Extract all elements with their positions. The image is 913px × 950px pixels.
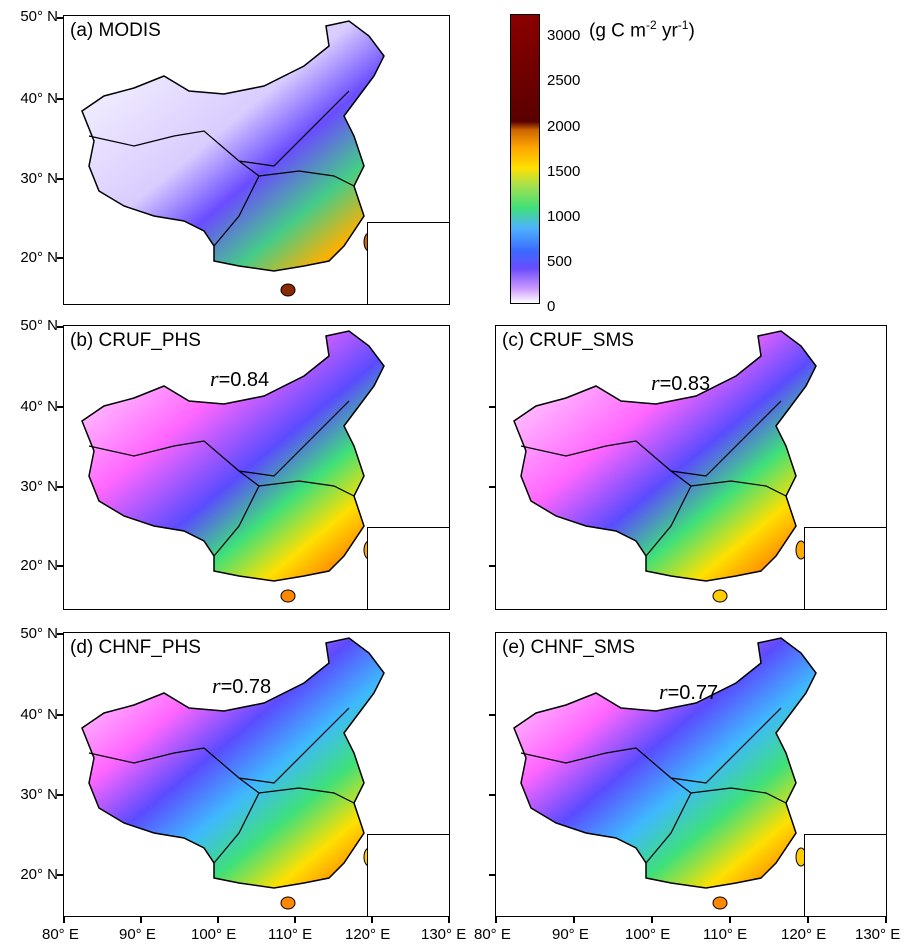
lat-label-30-d: 30° N [20,786,58,803]
colorbar-tick-1500: 1500 [547,163,581,180]
colorbar-tick-1000: 1000 [547,208,581,225]
china-outline-e [513,637,817,889]
colorbar-tick-3000: 3000 [547,27,581,44]
china-outline-b [81,330,385,582]
china-map-c [513,330,817,603]
lat-label-40-a: 40° N [20,90,58,107]
lat-label-20-b: 20° N [20,557,58,574]
lon-label-90-right: 90° E [552,926,589,943]
china-outline-c [513,330,817,582]
lat-label-50-b: 50° N [20,317,58,334]
china-map-e [513,637,817,910]
lat-label-20-a: 20° N [20,249,58,266]
colorbar-tick-500: 500 [547,253,573,270]
lat-label-30-a: 30° N [20,170,58,187]
lon-label-90-left: 90° E [119,926,156,943]
panel-label-d: (d) CHNF_PHS [70,637,201,658]
map-panel-e: (e) CHNF_SMS r=0.77 [495,632,887,917]
lon-label-100-left: 100° E [191,926,237,943]
correlation-b: r=0.84 [210,366,270,391]
lon-label-110-right: 110° E [703,926,748,943]
south-china-sea-inset-e [804,834,886,916]
lon-label-120-left: 120° E [345,926,391,943]
correlation-c: r=0.83 [651,370,711,395]
correlation-d: r=0.78 [212,673,272,698]
colorbar-tick-2500: 2500 [547,72,581,89]
lon-label-80-right: 80° E [474,926,511,943]
lat-label-50-a: 50° N [20,8,58,25]
map-panel-d: (d) CHNF_PHS r=0.78 [63,632,450,917]
correlation-e: r=0.77 [659,679,719,704]
map-panel-a: (a) MODIS [63,15,450,305]
south-china-sea-inset-d [367,834,449,916]
lon-label-100-right: 100° E [625,926,671,943]
south-china-sea-inset-b [367,527,449,609]
panel-label-e: (e) CHNF_SMS [502,637,636,658]
map-panel-c: (c) CRUF_SMS r=0.83 [495,325,887,610]
lon-label-110-left: 110° E [268,926,313,943]
lat-label-20-d: 20° N [20,866,58,883]
colorbar-unit: (g C m-2 yr-1) [589,18,695,42]
china-outline-d [81,637,385,889]
lon-label-80-left: 80° E [42,926,79,943]
colorbar-tick-2000: 2000 [547,118,581,135]
lat-label-50-d: 50° N [20,625,58,642]
lat-label-40-b: 40° N [20,398,58,415]
map-panel-b: (b) CRUF_PHS r=0.84 [63,325,450,610]
china-map-d [81,637,385,910]
lat-label-30-b: 30° N [20,478,58,495]
panel-label-a: (a) MODIS [70,20,161,41]
colorbar [510,14,540,304]
south-china-sea-inset-a [367,222,449,304]
south-china-sea-inset-c [804,527,886,609]
china-outline-a [81,20,385,272]
lon-label-130-left: 130° E [421,926,467,943]
lon-label-120-right: 120° E [781,926,827,943]
lon-label-130-right: 130° E [855,926,901,943]
panel-label-b: (b) CRUF_PHS [70,330,201,351]
colorbar-tick-0: 0 [547,298,556,315]
lat-label-40-d: 40° N [20,706,58,723]
panel-label-c: (c) CRUF_SMS [502,330,634,351]
